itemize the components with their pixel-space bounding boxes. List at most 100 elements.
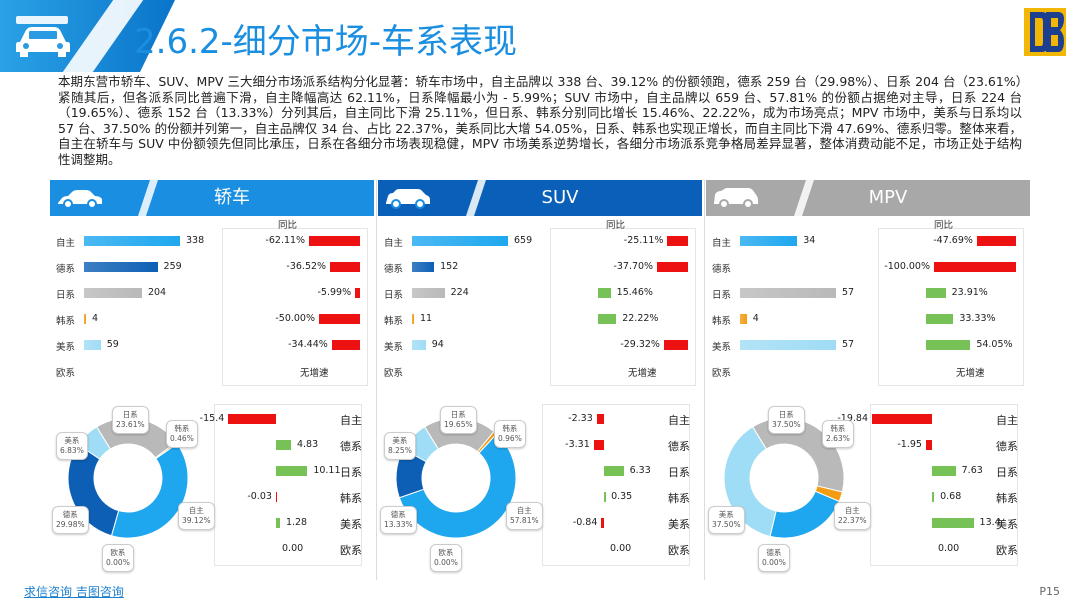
volume-bar <box>412 314 414 324</box>
share-change-bar <box>604 492 606 502</box>
donut-callout: 自主 39.12% <box>178 502 215 530</box>
footer-links[interactable]: 求信咨询 吉图咨询 <box>24 585 124 599</box>
yoy-bar <box>934 262 1016 272</box>
share-change-value: 6.33 <box>629 465 651 476</box>
donut-callout-pct: 6.83% <box>60 446 84 455</box>
volume-value: 152 <box>440 261 459 272</box>
yoy-value: -100.00% <box>884 261 930 272</box>
donut-callout: 自主 22.37% <box>834 502 871 530</box>
no-growth-label: 无增速 <box>628 368 657 379</box>
share-change-bar <box>925 440 932 450</box>
yoy-bar <box>926 340 971 350</box>
share-change-value: 1.28 <box>285 517 308 528</box>
donut-callout-name: 美系 <box>718 510 734 519</box>
donut-callout-pct: 22.37% <box>838 516 867 525</box>
yoy-chart-frame <box>222 228 368 386</box>
share-change-value: 0.00 <box>610 543 632 554</box>
share-change-bar <box>228 414 276 424</box>
share-change-label: 德系 <box>668 440 690 453</box>
yoy-value: -5.99% <box>317 287 352 298</box>
volume-bar <box>84 236 180 246</box>
donut-callout-name: 欧系 <box>438 548 454 557</box>
donut-callout-pct: 37.50% <box>772 420 801 429</box>
donut-callout-pct: 39.12% <box>182 516 211 525</box>
yoy-bar <box>319 314 360 324</box>
volume-value: 4 <box>752 313 759 324</box>
donut-callout-name: 美系 <box>64 436 80 445</box>
donut-callout-name: 德系 <box>390 510 406 519</box>
share-change-bar <box>932 492 935 502</box>
panel-header: 轿车 <box>50 180 374 216</box>
share-change-value: -0.84 <box>572 517 598 528</box>
panel-title: MPV <box>868 187 908 208</box>
share-change-label: 日系 <box>340 466 362 479</box>
yoy-value: 23.91% <box>951 287 988 298</box>
volume-row-label: 自主 <box>384 238 404 249</box>
volume-bar <box>740 314 747 324</box>
volume-bar <box>84 288 142 298</box>
donut-callout: 美系 6.83% <box>56 432 88 460</box>
donut-callout-name: 日系 <box>450 410 466 419</box>
volume-row-label: 美系 <box>712 342 732 353</box>
donut-callout: 韩系 0.46% <box>166 420 198 448</box>
share-change-label: 日系 <box>996 466 1018 479</box>
yoy-bar <box>330 262 360 272</box>
share-change-label: 日系 <box>668 466 690 479</box>
donut-callout-name: 美系 <box>392 436 408 445</box>
market-panel-1: SUV 同比 自主 659 -25.11% -2.33 自主 德系 152 -37.70% -3.3… <box>378 176 702 578</box>
intro-paragraph: 本期东营市轿车、SUV、MPV 三大细分市场派系结构分化显著：轿车市场中，自主品… <box>58 74 1022 167</box>
market-panel-2: MPV 同比 自主 34 -47.69% -19.84 自主 德系 -100.00% -1.95 德… <box>706 176 1030 578</box>
share-change-value: 0.35 <box>611 491 633 502</box>
donut-callout-pct: 19.65% <box>444 420 473 429</box>
donut-callout: 欧系 0.00% <box>430 544 462 572</box>
volume-value: 338 <box>186 235 205 246</box>
share-change-label: 欧系 <box>340 544 362 557</box>
share-change-value: -2.33 <box>568 413 593 424</box>
share-change-bar <box>276 440 291 450</box>
volume-row-label: 欧系 <box>712 368 732 379</box>
market-panel-0: 轿车 同比 自主 338 -62.11% -15.4 自主 德系 259 -36.52% 4.83 德… <box>50 176 374 578</box>
volume-chart-frame <box>50 224 212 384</box>
volume-row-label: 德系 <box>712 264 732 275</box>
donut-callout: 德系 29.98% <box>52 506 89 534</box>
yoy-bar <box>663 340 688 350</box>
donut-callout-pct: 0.96% <box>498 434 522 443</box>
share-change-bar <box>276 518 280 528</box>
panel-title: SUV <box>541 187 579 208</box>
volume-bar <box>84 314 86 324</box>
donut-slice <box>814 485 843 503</box>
panel-header: MPV <box>706 180 1030 216</box>
donut-callout: 韩系 0.96% <box>494 420 526 448</box>
volume-row-label: 韩系 <box>384 316 404 327</box>
donut-slice <box>110 443 189 539</box>
donut-callout-name: 韩系 <box>174 424 190 433</box>
share-change-label: 自主 <box>340 414 362 427</box>
volume-bar <box>412 262 435 272</box>
yoy-header: 同比 <box>934 220 954 231</box>
volume-bar <box>412 288 445 298</box>
yoy-value: -36.52% <box>286 261 327 272</box>
donut-callout: 美系 8.25% <box>384 432 416 460</box>
donut-callout: 日系 23.61% <box>112 406 149 434</box>
share-change-bar <box>604 466 624 476</box>
share-change-label: 德系 <box>996 440 1018 453</box>
share-change-value: -15.4 <box>199 413 225 424</box>
yoy-bar <box>976 236 1016 246</box>
volume-row-label: 日系 <box>712 290 732 301</box>
share-change-label: 欧系 <box>668 544 690 557</box>
donut-callout-pct: 0.00% <box>434 558 458 567</box>
share-change-bar <box>601 518 604 528</box>
panel-ribbon <box>50 180 374 216</box>
panel-ribbon <box>706 180 1030 216</box>
panel-divider <box>704 180 705 580</box>
share-change-label: 美系 <box>996 518 1018 531</box>
share-change-label: 美系 <box>668 518 690 531</box>
yoy-value: 22.22% <box>622 313 659 324</box>
volume-value: 57 <box>842 339 855 350</box>
share-change-value: 10.11 <box>313 465 341 476</box>
volume-row-label: 德系 <box>56 264 76 275</box>
volume-value: 4 <box>92 313 99 324</box>
volume-value: 259 <box>163 261 182 272</box>
yoy-bar <box>926 288 946 298</box>
volume-bar <box>740 236 798 246</box>
